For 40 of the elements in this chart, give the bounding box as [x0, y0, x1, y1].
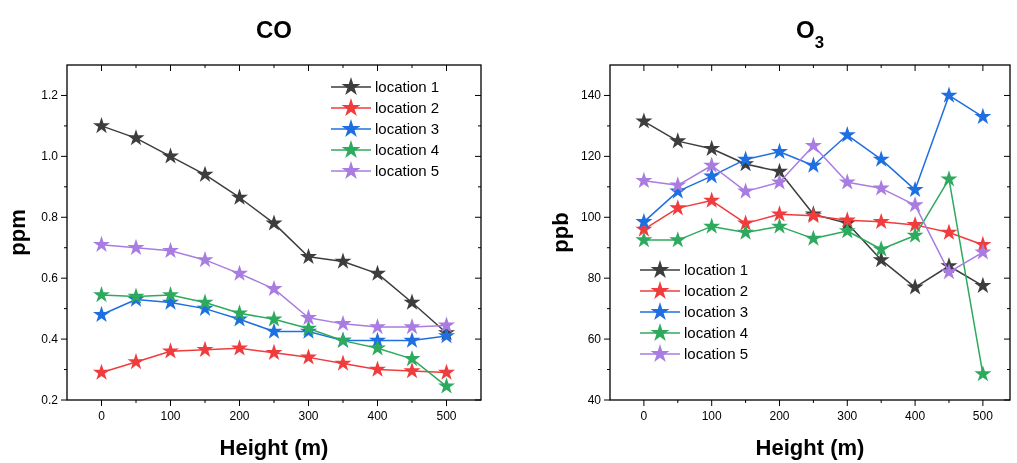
legend-label: location 5	[684, 345, 749, 362]
legend-label: location 2	[375, 99, 440, 116]
y-tick-label: 100	[580, 210, 602, 225]
y-tick-label: 0.8	[41, 210, 59, 225]
x-tick-label: 500	[436, 409, 457, 423]
x-tick-label: 400	[367, 409, 388, 423]
x-tick-label: 0	[98, 409, 106, 423]
y-axis-title: ppm	[5, 209, 30, 256]
legend-label: location 5	[375, 162, 440, 179]
y-tick-label: 0.2	[41, 393, 59, 407]
y-tick-label: 0.6	[41, 271, 59, 286]
legend-label: location 2	[684, 282, 749, 299]
x-tick-label: 100	[160, 409, 181, 423]
chart-title: O$_{3}$	[795, 16, 825, 52]
x-tick-label: 300	[837, 409, 858, 423]
x-tick-label: 400	[905, 409, 926, 423]
y-tick-label: 80	[587, 271, 602, 286]
y-tick-label: 140	[580, 88, 602, 103]
legend-label: location 1	[375, 78, 440, 95]
legend-label: location 4	[375, 141, 440, 158]
y-tick-label: 40	[587, 393, 602, 407]
legend-label: location 4	[684, 324, 749, 341]
y-tick-label: 120	[580, 149, 602, 164]
y-tick-label: 0.4	[41, 332, 59, 347]
x-tick-label: 100	[701, 409, 723, 423]
x-tick-label: 300	[298, 409, 319, 423]
legend-label: location 1	[684, 261, 749, 278]
x-tick-label: 200	[769, 409, 790, 423]
x-tick-label: 500	[972, 409, 994, 423]
legend-label: location 3	[684, 303, 749, 320]
y-tick-label: 1.0	[41, 149, 59, 164]
x-axis-title: Height (m)	[755, 435, 865, 460]
y-axis-title: ppb	[548, 212, 573, 253]
y-tick-label: 1.2	[41, 88, 59, 103]
y-tick-label: 60	[587, 332, 602, 347]
x-axis-title: Height (m)	[219, 435, 329, 460]
x-tick-label: 200	[229, 409, 250, 423]
legend-label: location 3	[375, 120, 440, 137]
x-tick-label: 0	[640, 409, 648, 423]
chart-title: CO	[256, 16, 292, 43]
